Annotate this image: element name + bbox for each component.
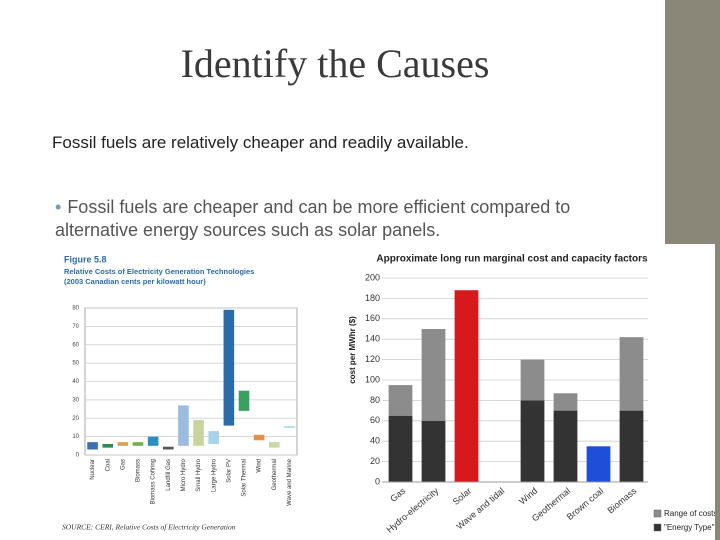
x-tick-label: Gas <box>388 485 407 504</box>
range-bar <box>208 431 220 444</box>
x-tick-label: Solar <box>451 486 474 507</box>
range-bar <box>284 426 295 428</box>
x-tick-label: Large Hydro <box>211 458 217 492</box>
y-tick-label: 200 <box>365 272 380 282</box>
bar-segment <box>553 410 578 482</box>
y-tick-label: 0 <box>375 476 380 486</box>
x-tick-label: Solar Thermal <box>242 459 248 497</box>
range-bar <box>268 442 280 448</box>
range-bar <box>238 390 250 411</box>
y-tick-label: 70 <box>72 324 79 330</box>
figure-label: Figure 5.8 <box>64 254 107 264</box>
y-tick-label: 20 <box>72 416 79 422</box>
x-tick-label: Geothermal <box>272 459 278 490</box>
range-bar <box>87 442 98 450</box>
y-tick-label: 10 <box>72 434 79 440</box>
range-bar <box>147 436 159 446</box>
range-bar <box>253 434 265 441</box>
y-tick-label: 40 <box>370 436 380 446</box>
source: SOURCE: CERI, Relative Costs of Electric… <box>62 523 236 532</box>
range-bar <box>117 442 129 446</box>
y-tick-label: 60 <box>72 342 79 348</box>
x-tick-label: Gas <box>120 459 126 470</box>
x-tick-label: Small Hydro <box>196 458 202 491</box>
x-tick-label: Landfill Gas <box>166 459 172 491</box>
y-tick-label: 100 <box>365 374 380 384</box>
x-tick-label: Solar PV <box>226 459 232 483</box>
bullet-dot: • <box>55 197 62 217</box>
y-axis-label: cost per MWhr ($) <box>348 316 357 384</box>
x-tick-label: Biomass Cofiring <box>151 459 157 504</box>
x-tick-label: Wind <box>257 459 263 473</box>
y-tick-label: 120 <box>365 354 380 364</box>
slide-title: Identify the Causes <box>180 41 490 86</box>
y-tick-label: 80 <box>370 395 380 405</box>
chart-cost-canada: Figure 5.8 Relative Costs of Electricity … <box>58 250 303 540</box>
chart-subtitle: (2003 Canadian cents per kilowatt hour) <box>64 277 206 286</box>
bar-segment <box>619 410 644 482</box>
y-tick-label: 60 <box>370 415 380 425</box>
x-tick-label: Wave and Marine <box>287 458 293 505</box>
bar-segment <box>388 385 413 416</box>
legend-swatch <box>653 523 662 532</box>
bullet-text: Fossil fuels are cheaper and can be more… <box>55 197 571 240</box>
legend-label: Range of costs <box>664 509 715 518</box>
bar-segment <box>619 337 644 411</box>
y-tick-label: 0 <box>76 453 80 459</box>
y-tick-label: 140 <box>365 334 380 344</box>
bullet: • Fossil fuels are cheaper and can be mor… <box>55 196 645 242</box>
bar-segment <box>586 446 611 482</box>
slide-subtitle: Fossil fuels are relatively cheaper and … <box>52 133 469 152</box>
y-tick-label: 50 <box>72 361 79 367</box>
range-bar <box>132 442 144 446</box>
y-tick-label: 180 <box>365 293 380 303</box>
x-tick-label: Nuclear <box>90 459 96 480</box>
bar-segment <box>388 415 413 482</box>
bar-segment <box>520 400 545 482</box>
y-tick-label: 160 <box>365 313 380 323</box>
range-bar <box>162 446 174 450</box>
legend-swatch <box>653 509 662 518</box>
chart-title: Relative Costs of Electricity Generation… <box>64 267 254 276</box>
y-tick-label: 20 <box>370 456 380 466</box>
chart-title: Approximate long run marginal cost and c… <box>376 254 648 265</box>
legend-label: "Energy Type" <box>664 523 715 532</box>
bar-segment <box>553 393 578 411</box>
x-tick-label: Biomass <box>605 485 638 515</box>
y-tick-label: 80 <box>72 306 79 312</box>
chart-marginal-cost: Approximate long run marginal cost and c… <box>342 244 715 540</box>
bar-segment <box>520 359 545 401</box>
x-tick-label: Brown coal <box>565 486 606 522</box>
range-bar <box>102 443 114 448</box>
x-tick-label: Biomass <box>136 459 142 482</box>
range-bar <box>193 420 204 446</box>
bar-segment <box>421 329 446 421</box>
x-tick-label: Micro Hydro <box>181 458 187 491</box>
x-tick-label: Coal <box>105 459 111 471</box>
y-tick-label: 40 <box>72 379 79 385</box>
x-tick-label: Wind <box>517 486 539 507</box>
range-bar <box>223 309 235 426</box>
bar-segment <box>421 420 446 482</box>
range-bar <box>178 405 189 446</box>
y-tick-label: 30 <box>72 397 79 403</box>
bar-segment <box>454 290 479 482</box>
